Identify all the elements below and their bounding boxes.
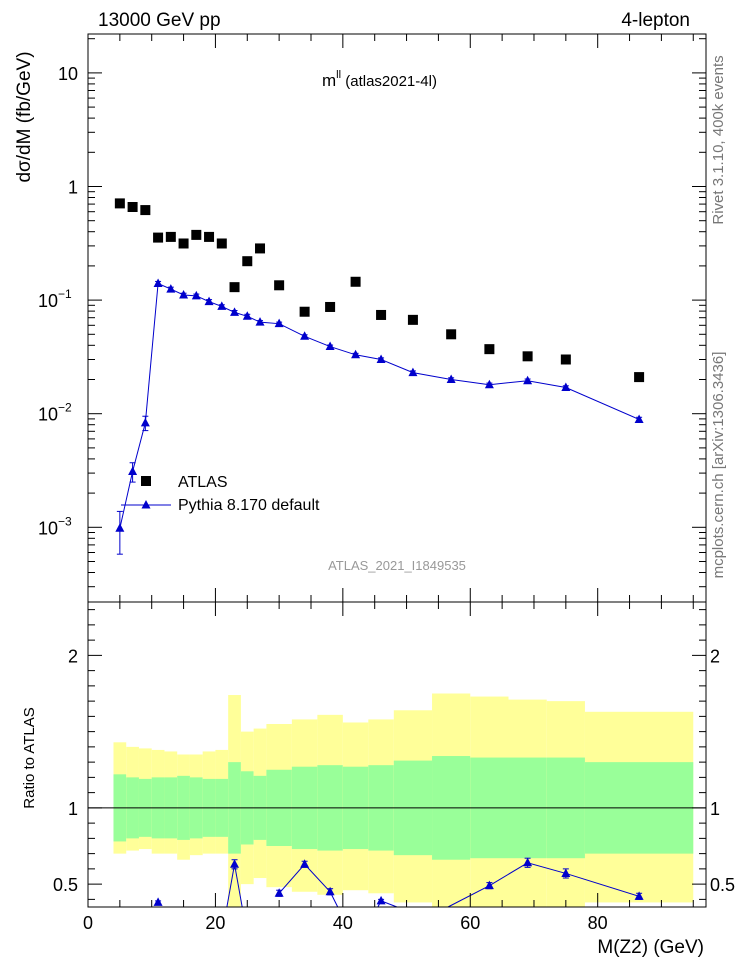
pythia-point bbox=[561, 382, 571, 392]
main-frame bbox=[87, 33, 707, 603]
pythia-point bbox=[300, 331, 310, 340]
x-axis-label: M(Z2) (GeV) bbox=[597, 937, 704, 958]
mcplots-label: mcplots.cern.ch [arXiv:1306.3436] bbox=[710, 352, 727, 579]
main-title: mll (atlas2021-4l) bbox=[322, 69, 437, 90]
y-tick-label: 10−3 bbox=[38, 514, 72, 538]
pythia-point bbox=[376, 354, 386, 363]
x-tick-label: 60 bbox=[460, 913, 480, 933]
pythia-point bbox=[634, 414, 644, 423]
x-tick-label: 20 bbox=[205, 913, 225, 933]
atlas-point bbox=[325, 301, 336, 312]
ratio-point bbox=[325, 886, 335, 896]
legend-pythia-marker bbox=[141, 500, 151, 509]
pythia-point bbox=[255, 317, 265, 326]
pythia-point bbox=[242, 311, 252, 320]
ratio-y-axis-label: Ratio to ATLAS bbox=[21, 707, 38, 808]
legend: ATLAS Pythia 8.170 default bbox=[121, 474, 320, 514]
ratio-point bbox=[153, 897, 163, 906]
ratio-point bbox=[634, 891, 644, 900]
pythia-point bbox=[351, 349, 361, 359]
x-tick-label: 80 bbox=[588, 913, 608, 933]
x-tick-label: 0 bbox=[83, 913, 93, 933]
atlas-point bbox=[350, 276, 361, 287]
y-tick-label: 1 bbox=[68, 177, 78, 197]
ratio-y-tick-label-right: 2 bbox=[710, 646, 720, 666]
header-process-label: 4-lepton bbox=[621, 10, 690, 31]
y-tick-label: 10 bbox=[58, 64, 78, 84]
pythia-point bbox=[523, 375, 533, 385]
atlas-point bbox=[407, 314, 418, 325]
atlas-point bbox=[178, 238, 189, 249]
legend-atlas-label: ATLAS bbox=[178, 474, 228, 491]
pythia-line bbox=[119, 282, 640, 529]
ratio-point bbox=[561, 868, 571, 877]
pythia-point bbox=[446, 374, 456, 384]
watermark-label: ATLAS_2021_I1849535 bbox=[328, 558, 466, 573]
pythia-point bbox=[140, 417, 150, 427]
atlas-point bbox=[229, 282, 240, 293]
ratio-frame bbox=[87, 601, 707, 908]
atlas-point bbox=[165, 231, 176, 242]
atlas-point bbox=[114, 198, 125, 209]
ratio-point bbox=[484, 880, 494, 890]
main-y-axis-label: dσ/dM (fb/GeV) bbox=[14, 51, 35, 182]
atlas-point bbox=[634, 372, 645, 383]
ratio-y-tick-label: 2 bbox=[68, 646, 78, 666]
pythia-point bbox=[217, 301, 227, 310]
main-title-superscript: ll bbox=[336, 69, 341, 81]
ratio-point bbox=[274, 888, 284, 897]
ratio-point bbox=[523, 857, 533, 867]
rivet-version-label: Rivet 3.1.10, 400k events bbox=[710, 55, 727, 224]
legend-pythia-label: Pythia 8.170 default bbox=[178, 497, 320, 514]
pythia-point bbox=[179, 289, 189, 299]
ratio-line bbox=[489, 862, 640, 897]
pythia-point bbox=[128, 466, 138, 475]
ratio-y-tick-label: 1 bbox=[68, 799, 78, 819]
atlas-point bbox=[191, 229, 202, 240]
ratio-line-exit bbox=[447, 885, 490, 908]
pythia-point bbox=[166, 284, 176, 293]
pythia-point bbox=[408, 367, 418, 377]
ratio-panel: 0.5 0.51 12 20 20 40 60 80 Ratio to ATLAS M(Z2)… bbox=[21, 601, 735, 958]
ratio-point bbox=[300, 859, 310, 868]
legend-atlas-marker bbox=[141, 476, 151, 486]
atlas-point bbox=[274, 280, 285, 291]
atlas-point bbox=[484, 344, 495, 355]
ratio-point bbox=[376, 895, 386, 905]
atlas-point bbox=[446, 329, 457, 340]
ratio-y-tick-label-right: 0.5 bbox=[710, 875, 735, 895]
ratio-line-exit bbox=[226, 864, 236, 908]
pythia-point bbox=[204, 296, 214, 306]
atlas-point bbox=[140, 205, 151, 216]
pythia-point bbox=[191, 290, 201, 300]
main-panel: 10−3 10−2 10−1 1 10 mll (atlas2021-4l) ATLAS… bbox=[14, 33, 707, 603]
x-tick-label: 40 bbox=[333, 913, 353, 933]
ratio-line-exit bbox=[234, 864, 243, 908]
pythia-point bbox=[325, 341, 335, 351]
atlas-point bbox=[376, 309, 387, 320]
ratio-point bbox=[230, 859, 240, 868]
atlas-point bbox=[255, 243, 266, 254]
atlas-point bbox=[522, 351, 533, 362]
pythia-point bbox=[153, 278, 163, 287]
pythia-point bbox=[115, 523, 125, 532]
pythia-point bbox=[484, 379, 494, 389]
atlas-point bbox=[242, 256, 253, 267]
pythia-point bbox=[230, 307, 240, 316]
y-tick-label: 10−1 bbox=[38, 287, 72, 311]
atlas-point bbox=[299, 306, 310, 317]
ratio-y-tick-label: 0.5 bbox=[53, 875, 78, 895]
y-tick-label: 10−2 bbox=[38, 401, 72, 425]
ratio-y-tick-label-right: 1 bbox=[710, 799, 720, 819]
atlas-point bbox=[153, 232, 164, 243]
atlas-point bbox=[216, 238, 227, 249]
atlas-point bbox=[127, 201, 138, 212]
atlas-point bbox=[560, 354, 571, 365]
pythia-point bbox=[274, 318, 284, 328]
atlas-point bbox=[204, 231, 215, 242]
header-energy-label: 13000 GeV pp bbox=[98, 10, 221, 31]
main-title-rest: (atlas2021-4l) bbox=[341, 73, 437, 90]
